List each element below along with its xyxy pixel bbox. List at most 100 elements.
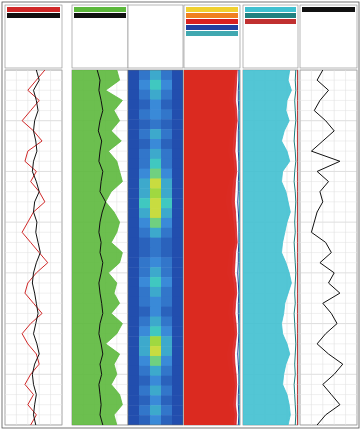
image-cell: [150, 149, 162, 159]
image-cell: [150, 248, 162, 258]
grid-line: [300, 262, 357, 263]
area: [184, 70, 237, 425]
image-cell: [172, 267, 183, 277]
image-cell: [161, 228, 173, 238]
image-cell: [172, 386, 183, 396]
vertical-grid: [322, 70, 323, 425]
grid-line: [300, 303, 357, 304]
grid-line: [300, 425, 357, 426]
image-cell: [172, 119, 183, 129]
grid-line: [300, 120, 357, 121]
image-cell: [139, 267, 151, 277]
image-cell: [161, 159, 173, 169]
image-cell: [139, 326, 151, 336]
curve: [311, 70, 342, 425]
grid-line: [300, 364, 357, 365]
image-cell: [161, 178, 173, 188]
image-cell: [150, 297, 162, 307]
image-cell: [128, 238, 140, 248]
image-cell: [161, 119, 173, 129]
grid-line: [5, 70, 62, 71]
grid-line: [5, 343, 62, 344]
image-cell: [139, 90, 151, 100]
grid-line: [300, 151, 357, 152]
grid-line: [300, 191, 357, 192]
image-cell: [128, 228, 140, 238]
grid-line: [5, 262, 62, 263]
image-cell: [128, 119, 140, 129]
image-cell: [150, 228, 162, 238]
image-cell: [161, 386, 173, 396]
image-cell: [150, 80, 162, 90]
legend-bar: [245, 7, 296, 12]
image-cell: [172, 149, 183, 159]
image-cell: [150, 257, 162, 267]
image-cell: [128, 287, 140, 297]
image-cell: [172, 70, 183, 80]
image-cell: [128, 297, 140, 307]
image-cell: [150, 356, 162, 366]
image-cell: [150, 109, 162, 119]
image-cell: [172, 208, 183, 218]
grid-line: [300, 70, 357, 71]
track-header: [5, 5, 62, 68]
track-curves: [311, 70, 342, 425]
grid-line: [300, 404, 357, 405]
image-cell: [150, 119, 162, 129]
track-frame: [184, 70, 240, 425]
image-cell: [128, 395, 140, 405]
image-cell: [172, 376, 183, 386]
image-cell: [139, 228, 151, 238]
image-cell: [161, 307, 173, 317]
image-cell: [128, 169, 140, 179]
image-cell: [150, 405, 162, 415]
image-cell: [150, 267, 162, 277]
image-cell: [139, 307, 151, 317]
curve: [238, 70, 239, 425]
image-cell: [161, 336, 173, 346]
area: [243, 70, 291, 425]
grid-line: [300, 293, 357, 294]
image-cell: [128, 198, 140, 208]
image-cell: [172, 228, 183, 238]
grid-line: [5, 222, 62, 223]
grid-line: [5, 100, 62, 101]
image-cell: [161, 356, 173, 366]
image-cell: [150, 70, 162, 80]
image-cell: [172, 90, 183, 100]
track-frame: [243, 70, 298, 425]
image-cell: [161, 139, 173, 149]
grid-line: [300, 80, 357, 81]
vertical-grid: [334, 70, 335, 425]
legend-bar: [186, 25, 238, 30]
curve: [97, 70, 105, 425]
image-cell: [161, 248, 173, 258]
image-cell: [172, 80, 183, 90]
image-cell: [128, 336, 140, 346]
grid: [243, 70, 298, 425]
track-header: [243, 5, 298, 68]
curve: [32, 70, 40, 425]
grid-line: [300, 343, 357, 344]
image-cell: [128, 386, 140, 396]
image-cell: [139, 248, 151, 258]
image-cell: [150, 346, 162, 356]
vertical-grid: [27, 70, 28, 425]
image-cell: [139, 238, 151, 248]
image-cell: [128, 415, 140, 425]
image-cell: [128, 90, 140, 100]
image-cell: [150, 139, 162, 149]
grid-line: [300, 201, 357, 202]
page: [0, 0, 361, 430]
track-curves: [72, 70, 122, 425]
grid-line: [300, 130, 357, 131]
grid-line: [300, 333, 357, 334]
image-cell: [161, 297, 173, 307]
grid-line: [5, 181, 62, 182]
image-cell: [128, 100, 140, 110]
image-cell: [139, 297, 151, 307]
image-cell: [128, 356, 140, 366]
grid-line: [300, 323, 357, 324]
image-cell: [172, 188, 183, 198]
image-cell: [128, 307, 140, 317]
